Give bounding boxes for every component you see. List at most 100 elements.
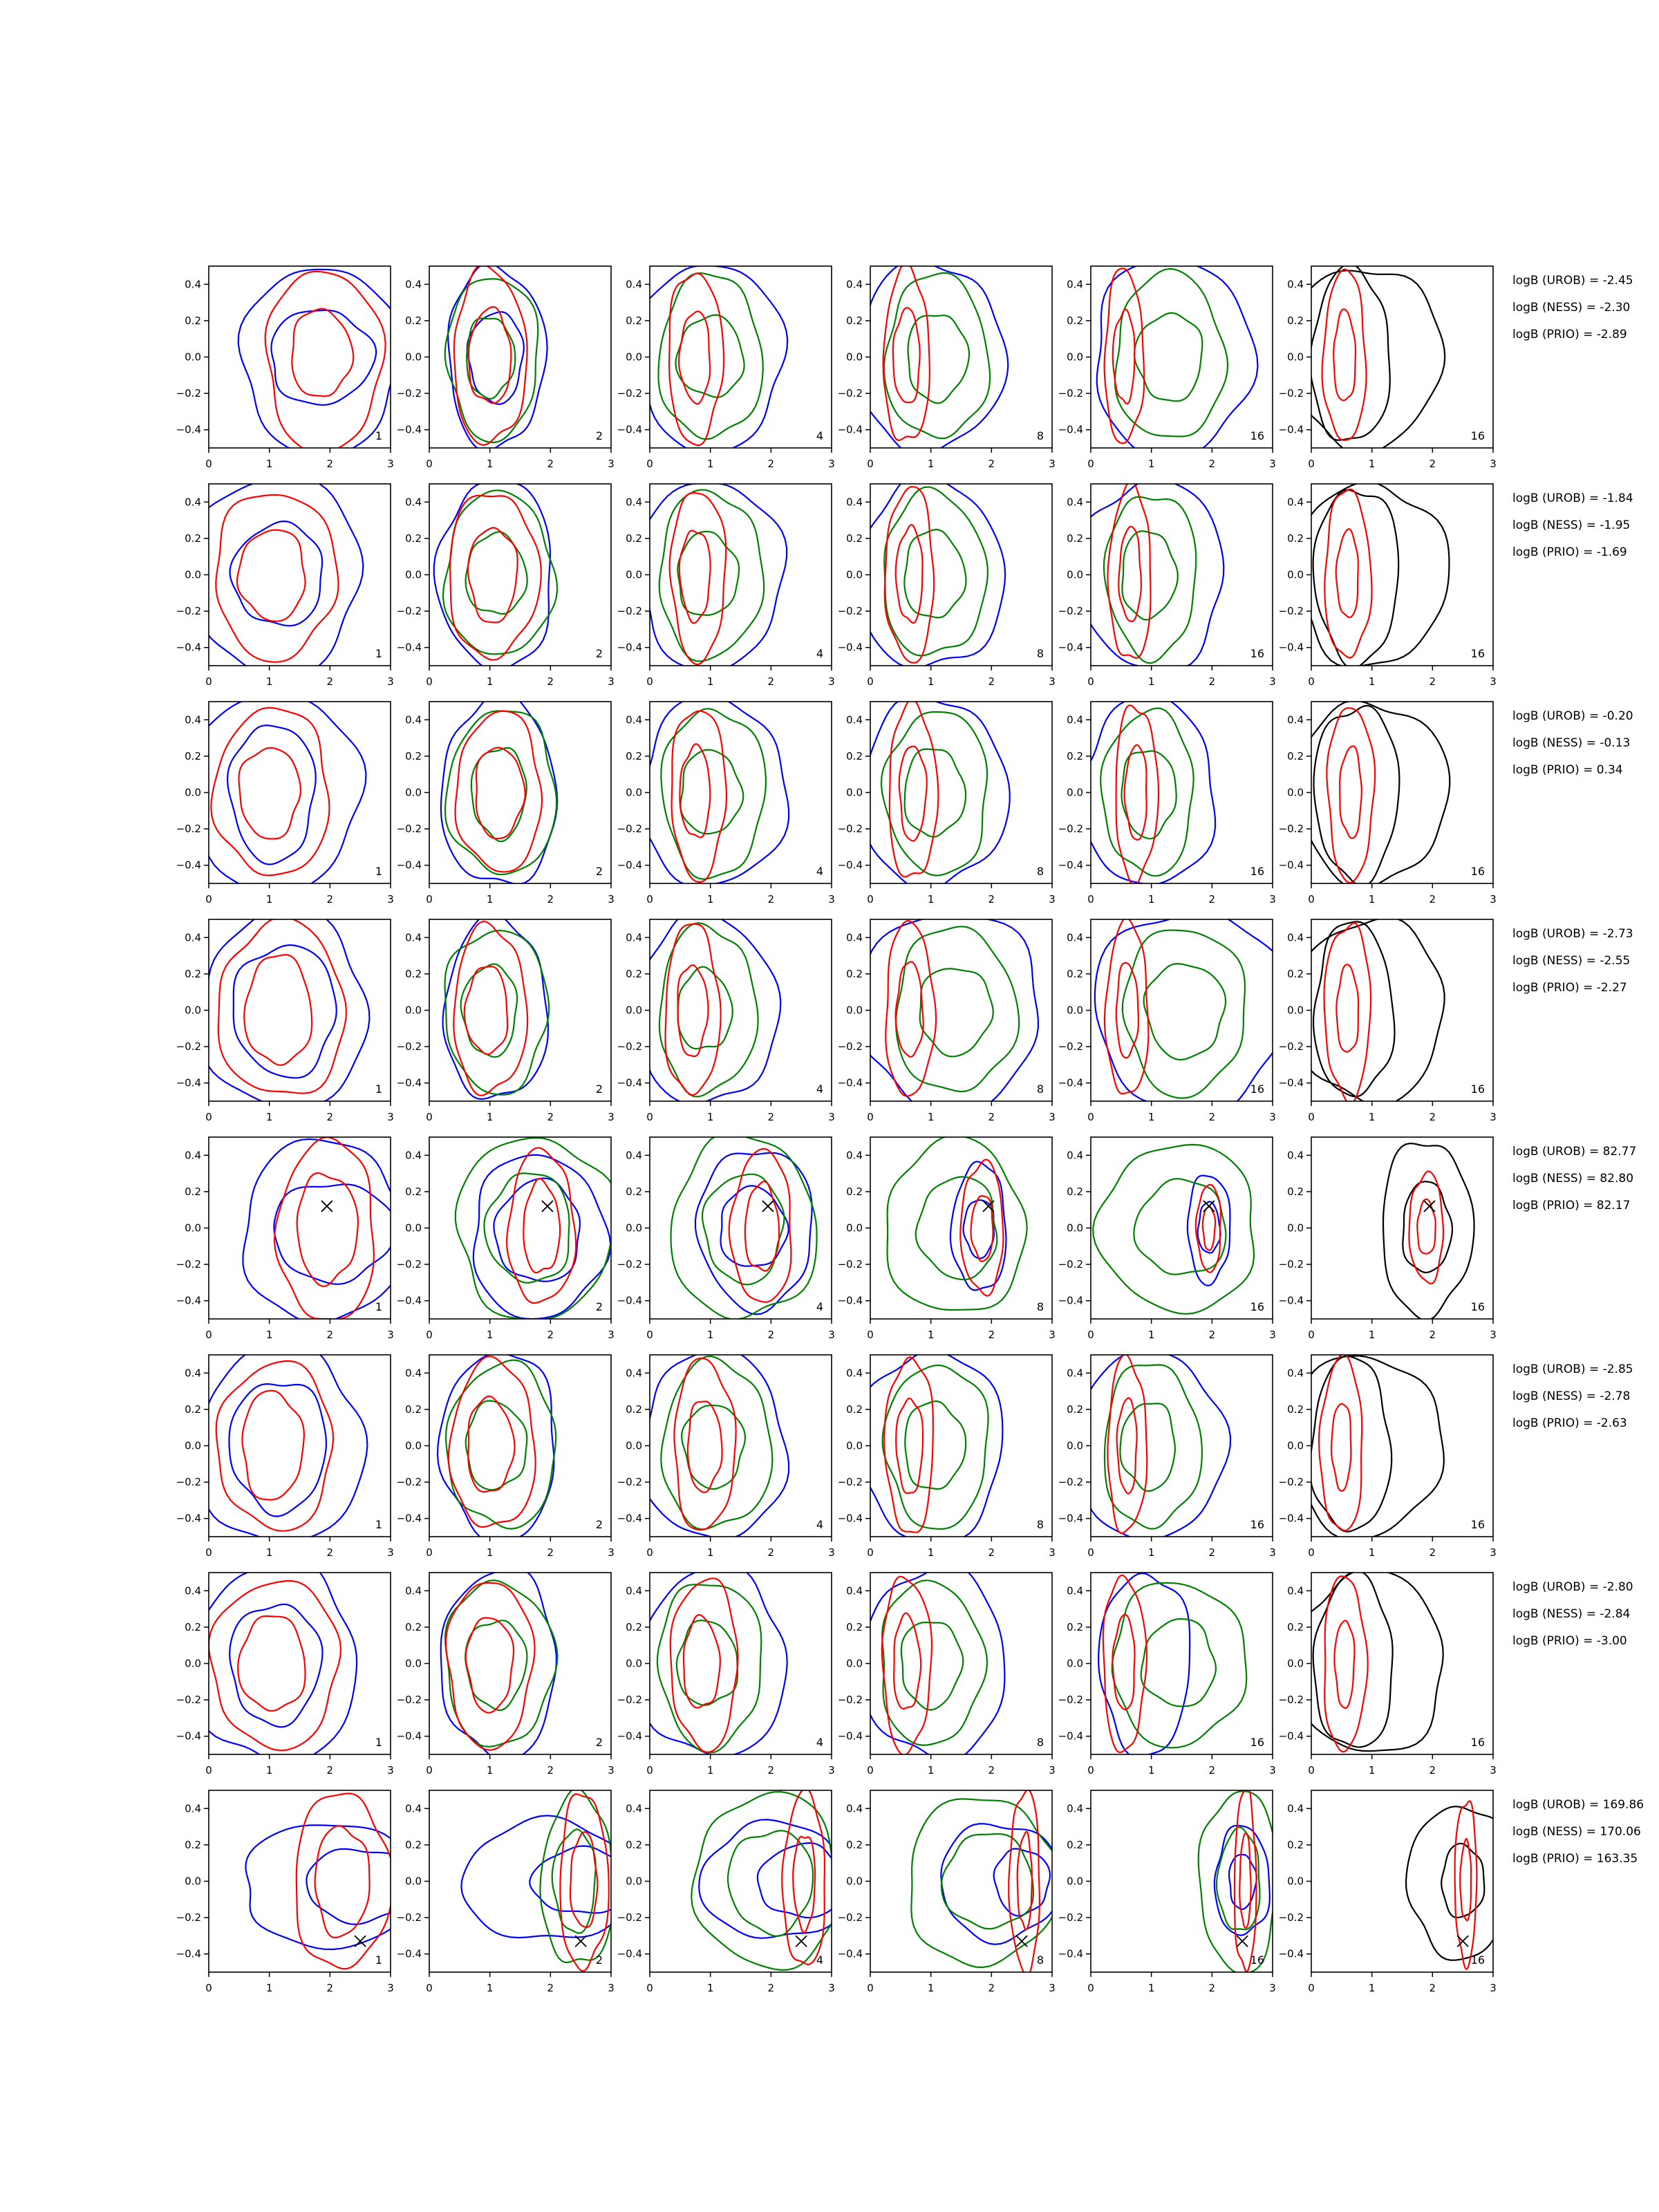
contour-green <box>675 314 745 398</box>
y-tick-label: −0.4 <box>617 1730 642 1743</box>
y-tick-label: −0.2 <box>176 1258 201 1271</box>
y-tick-label: 0.0 <box>846 1222 863 1235</box>
y-tick-label: 0.4 <box>626 496 642 508</box>
contour-group <box>440 702 559 883</box>
true-value-marker <box>574 1935 587 1947</box>
y-tick-label: −0.4 <box>176 1948 201 1960</box>
contour-blue <box>650 1573 788 1754</box>
x-tick-label: 2 <box>768 1546 775 1559</box>
panel-r6-c2: 0 1 2 3 −0.4 −0.2 0.0 0.2 0.4 2 <box>397 1354 615 1559</box>
x-tick-label: 1 <box>928 1982 935 1994</box>
y-tick-label: −0.4 <box>1279 641 1304 654</box>
x-tick-label: 2 <box>1209 893 1216 906</box>
contour-red <box>888 702 939 878</box>
x-tick-label: 0 <box>426 1982 433 1994</box>
y-tick-label: 0.4 <box>185 1149 201 1161</box>
y-tick-label: 0.2 <box>626 315 642 327</box>
contour-group <box>1382 1142 1475 1319</box>
contour-red <box>677 964 709 1058</box>
y-tick-label: 0.4 <box>405 496 422 508</box>
y-tick-label: −0.2 <box>838 823 863 835</box>
panel-r6-c1: 0 1 2 3 −0.4 −0.2 0.0 0.2 0.4 1 <box>176 1354 394 1559</box>
x-tick-label: 1 <box>487 1764 494 1777</box>
panel-r4-c3: 0 1 2 3 −0.4 −0.2 0.0 0.2 0.4 4 <box>617 919 835 1123</box>
panel-label: 16 <box>1471 1518 1485 1531</box>
contour-green <box>444 710 558 876</box>
panel-r4-c4: 0 1 2 3 −0.4 −0.2 0.0 0.2 0.4 8 <box>838 919 1056 1123</box>
contour-green <box>904 1400 967 1490</box>
contour-group <box>650 266 789 448</box>
y-tick-label: 0.4 <box>846 931 863 944</box>
y-tick-label: −0.4 <box>397 1512 422 1525</box>
contour-red <box>314 1825 371 1939</box>
y-tick-label: 0.4 <box>405 1149 422 1161</box>
x-tick-label: 2 <box>1430 1329 1436 1341</box>
contour-red <box>505 1147 577 1304</box>
contour-blue <box>870 702 1011 883</box>
x-tick-label: 2 <box>1430 675 1436 688</box>
contour-green <box>1121 929 1246 1099</box>
contour-blue <box>237 268 391 448</box>
contour-blue <box>1197 1201 1221 1254</box>
x-tick-label: 1 <box>266 1546 273 1559</box>
panel-label: 2 <box>596 1953 603 1967</box>
contour-red <box>728 1147 792 1303</box>
true-value-marker <box>1015 1935 1028 1947</box>
logb-stat: logB (PRIO) = 0.34 <box>1512 763 1623 777</box>
y-tick-label: 0.0 <box>405 1004 422 1017</box>
x-tick-label: 2 <box>1209 1764 1216 1777</box>
y-tick-label: 0.4 <box>1287 1149 1304 1161</box>
contour-red <box>1016 1830 1033 1931</box>
y-tick-label: −0.4 <box>176 1295 201 1307</box>
x-tick-label: 2 <box>547 675 554 688</box>
panel-r7-c2: 0 1 2 3 −0.4 −0.2 0.0 0.2 0.4 2 <box>397 1572 615 1777</box>
x-tick-label: 3 <box>1049 893 1056 906</box>
y-tick-label: −0.4 <box>1279 1512 1304 1525</box>
x-tick-label: 3 <box>1049 1546 1056 1559</box>
y-tick-label: −0.4 <box>1279 1077 1304 1089</box>
x-tick-label: 0 <box>1308 1329 1315 1341</box>
y-tick-label: −0.4 <box>838 1295 863 1307</box>
x-tick-label: 1 <box>707 1329 714 1341</box>
x-tick-label: 3 <box>387 1546 394 1559</box>
logb-stat: logB (UROB) = 169.86 <box>1512 1798 1644 1812</box>
logb-stat: logB (NESS) = -2.78 <box>1512 1389 1630 1403</box>
contour-red <box>744 1181 780 1272</box>
y-tick-label: 0.4 <box>1287 1802 1304 1815</box>
x-tick-label: 2 <box>768 893 775 906</box>
contour-red <box>883 1356 934 1533</box>
x-tick-label: 2 <box>547 1764 554 1777</box>
true-value-marker <box>1456 1935 1469 1947</box>
contour-group <box>1096 266 1259 448</box>
panel-label: 16 <box>1250 1082 1264 1096</box>
contour-red <box>885 919 937 1097</box>
x-tick-label: 2 <box>1209 1982 1216 1994</box>
contour-red <box>1194 1183 1222 1273</box>
x-tick-label: 2 <box>327 1111 334 1123</box>
contour-red <box>1324 1575 1369 1753</box>
x-tick-label: 1 <box>928 1329 935 1341</box>
y-tick-label: 0.2 <box>846 532 863 545</box>
panel-r3-c2: 0 1 2 3 −0.4 −0.2 0.0 0.2 0.4 2 <box>397 701 615 906</box>
x-tick-label: 1 <box>266 1329 273 1341</box>
y-tick-label: −0.4 <box>397 641 422 654</box>
contour-blue <box>270 309 377 406</box>
logb-stat: logB (UROB) = -2.45 <box>1512 274 1633 288</box>
y-tick-label: −0.2 <box>617 1040 642 1053</box>
y-tick-label: 0.4 <box>405 1584 422 1597</box>
y-tick-label: −0.2 <box>397 823 422 835</box>
contour-red <box>668 272 725 447</box>
x-tick-label: 0 <box>1308 1111 1315 1123</box>
x-tick-label: 3 <box>608 458 615 470</box>
contour-group <box>650 1573 788 1754</box>
x-tick-label: 0 <box>205 1329 212 1341</box>
logb-stat: logB (UROB) = -0.20 <box>1512 709 1633 723</box>
y-tick-label: −0.2 <box>1279 1040 1304 1053</box>
contour-red <box>895 1397 924 1494</box>
x-tick-label: 2 <box>768 1111 775 1123</box>
contour-blue <box>1098 1573 1191 1754</box>
x-tick-label: 3 <box>1490 1111 1497 1123</box>
contour-group <box>1311 266 1446 448</box>
x-tick-label: 2 <box>327 1329 334 1341</box>
y-tick-label: 0.0 <box>626 1440 642 1452</box>
